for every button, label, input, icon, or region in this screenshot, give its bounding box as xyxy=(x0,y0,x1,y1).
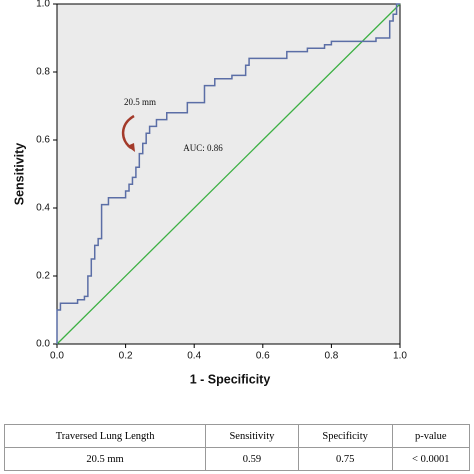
x-tick-label: 0.0 xyxy=(50,351,64,362)
chart: 1 - Specificity Sensitivity 0.0 0.2 0.4 0.6… xyxy=(12,0,407,386)
header-cell: Specificity xyxy=(297,424,393,448)
y-axis-label: Sensitivity xyxy=(12,143,26,206)
y-tick-label: 0.2 xyxy=(36,271,50,282)
cell: 0.59 xyxy=(205,447,299,471)
annotation: 20.5 mm xyxy=(124,97,156,107)
cell: < 0.0001 xyxy=(391,447,470,471)
header-cell: p-value xyxy=(391,424,470,448)
x-tick-label: 1.0 xyxy=(393,351,407,362)
x-tick-label: 0.4 xyxy=(187,351,201,362)
x-tick-label: 0.2 xyxy=(119,351,133,362)
y-tick-label: 0.8 xyxy=(36,67,50,78)
table-row: 20.5 mm 0.59 0.75 < 0.0001 xyxy=(3,447,470,471)
header-cell: Traversed Lung Length xyxy=(3,424,207,448)
annotation-arrowhead xyxy=(127,143,135,152)
x-tick-label: 0.8 xyxy=(324,351,338,362)
y-tick-label: 0.0 xyxy=(36,339,50,350)
x-tick-label: 0.6 xyxy=(256,351,270,362)
x-axis-label: 1 - Specificity xyxy=(190,372,271,386)
reference-line xyxy=(56,3,401,345)
annotation: AUC: 0.86 xyxy=(183,143,223,153)
cell: 0.75 xyxy=(297,447,393,471)
cell: 20.5 mm xyxy=(3,447,207,471)
header-cell: Sensitivity xyxy=(205,424,299,448)
y-tick-label: 0.4 xyxy=(36,203,50,214)
roc-curve xyxy=(56,3,400,344)
y-tick-label: 1.0 xyxy=(36,0,50,10)
results-table: Traversed Lung Length Sensitivity Specif… xyxy=(3,424,470,471)
table-header: Traversed Lung Length Sensitivity Specif… xyxy=(3,424,470,448)
y-tick-label: 0.6 xyxy=(36,135,50,146)
